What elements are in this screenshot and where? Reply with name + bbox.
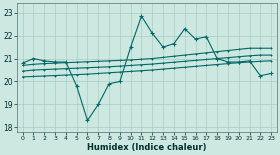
X-axis label: Humidex (Indice chaleur): Humidex (Indice chaleur) [87, 143, 207, 152]
